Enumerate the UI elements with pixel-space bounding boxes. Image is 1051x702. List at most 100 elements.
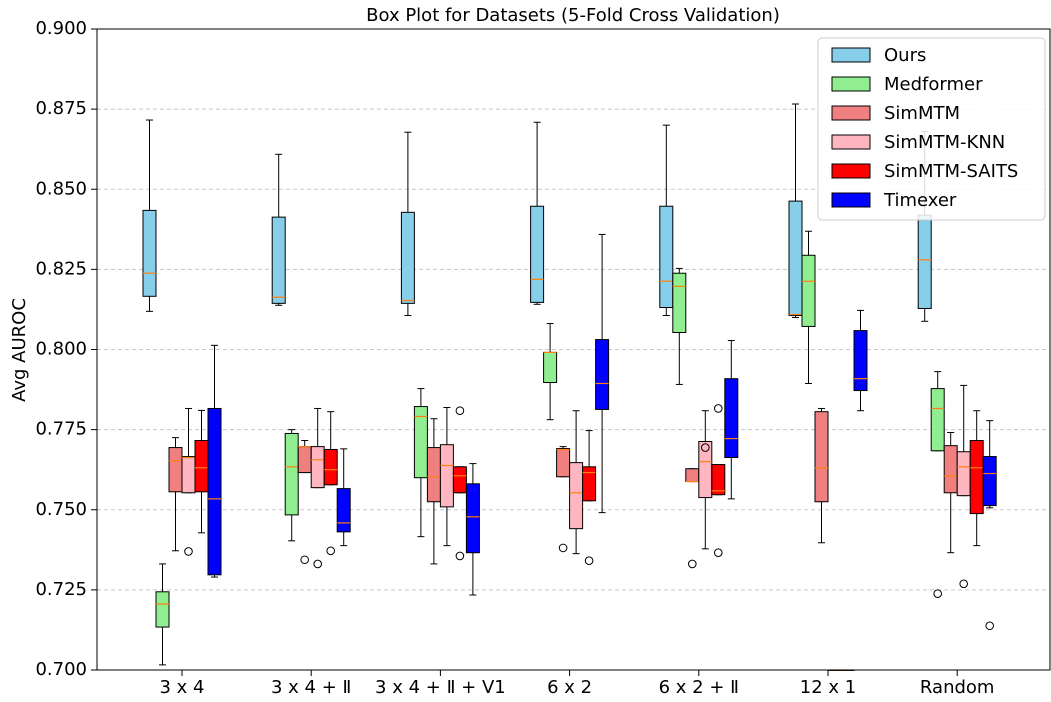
y-tick-label: 0.700: [35, 659, 87, 680]
y-tick-label: 0.750: [35, 499, 87, 520]
legend-swatch: [831, 192, 871, 208]
y-tick-label: 0.800: [35, 339, 87, 360]
flier: [455, 406, 465, 416]
legend-box: [817, 37, 1046, 221]
flier: [584, 556, 594, 566]
box: [168, 437, 183, 552]
flier: [985, 621, 995, 631]
box: [724, 340, 739, 500]
x-tick-label: Random: [920, 677, 995, 698]
box-body: [452, 466, 467, 494]
box-body: [310, 446, 325, 489]
box-body: [711, 464, 726, 496]
box: [814, 407, 829, 544]
y-tick-label: 0.775: [35, 419, 87, 440]
box-body: [969, 440, 984, 515]
box: [943, 432, 958, 554]
box-body: [271, 216, 286, 304]
box: [530, 121, 545, 305]
box-body: [297, 446, 312, 474]
flier: [701, 443, 710, 452]
box-body: [530, 205, 545, 303]
box-body: [284, 432, 299, 516]
box: [271, 153, 286, 306]
box-body: [400, 211, 415, 304]
flier: [959, 579, 969, 589]
box: [711, 404, 726, 557]
legend-swatch: [831, 47, 871, 63]
flier: [714, 548, 723, 557]
y-tick-label: 0.900: [35, 18, 87, 39]
box: [426, 418, 441, 565]
box: [788, 103, 803, 318]
box: [582, 430, 597, 566]
box: [659, 124, 674, 317]
flier: [933, 589, 943, 599]
legend-label: SimMTM-KNN: [884, 132, 1005, 153]
box: [439, 407, 454, 547]
box: [142, 119, 157, 312]
box-body: [181, 456, 196, 494]
box: [207, 344, 222, 578]
y-tick-label: 0.875: [35, 98, 87, 119]
box-body: [426, 447, 441, 503]
box-body: [917, 214, 932, 309]
box: [685, 468, 700, 569]
legend-swatch: [831, 163, 871, 179]
y-axis-label: Avg AUROC: [9, 298, 30, 402]
box-body: [142, 209, 157, 297]
flier: [688, 559, 697, 569]
legend-label: Ours: [884, 45, 926, 66]
legend-swatch: [831, 134, 871, 150]
box-body: [194, 440, 209, 493]
box: [452, 406, 467, 561]
box: [969, 410, 984, 547]
x-tick-label: 3 x 4 + Ⅱ: [271, 677, 351, 698]
box: [336, 448, 351, 547]
x-tick-label: 6 x 2: [547, 677, 592, 698]
box: [323, 411, 338, 556]
box-body: [943, 445, 958, 494]
box-body: [659, 205, 674, 309]
box: [310, 407, 325, 569]
x-tick-label: 3 x 4: [160, 677, 205, 698]
box-body: [413, 406, 428, 479]
box: [194, 409, 209, 534]
flier: [455, 551, 465, 561]
box: [982, 420, 997, 631]
box-body: [724, 378, 739, 459]
plot-frame: [96, 28, 1051, 671]
box-body: [582, 466, 597, 502]
flier: [326, 546, 336, 556]
box: [595, 233, 610, 514]
legend-label: SimMTM: [884, 103, 960, 124]
box-body: [323, 448, 338, 486]
box: [284, 429, 299, 542]
box-body: [168, 447, 183, 493]
y-tick-label: 0.825: [35, 258, 87, 279]
box-body: [556, 448, 571, 478]
box-body: [853, 330, 868, 392]
box: [930, 371, 945, 599]
legend-label: Medformer: [884, 74, 983, 95]
box-body: [956, 451, 971, 497]
box: [543, 323, 558, 421]
box-body: [814, 411, 829, 503]
box-body: [685, 468, 700, 483]
box-body: [569, 462, 584, 530]
box: [181, 407, 196, 556]
box-body: [155, 591, 170, 628]
box: [956, 384, 971, 589]
flier: [300, 555, 310, 565]
box-body: [930, 388, 945, 452]
box: [465, 463, 480, 596]
box: [672, 267, 687, 385]
box-body: [595, 339, 610, 410]
box: [569, 410, 584, 555]
flier: [313, 559, 323, 569]
x-tick-label: 6 x 2 + Ⅱ: [659, 677, 739, 698]
box-body: [465, 483, 480, 554]
x-tick-label: 3 x 4 + Ⅱ + V1: [375, 677, 506, 698]
flier: [714, 404, 723, 413]
legend-label: SimMTM-SAITS: [884, 161, 1018, 182]
